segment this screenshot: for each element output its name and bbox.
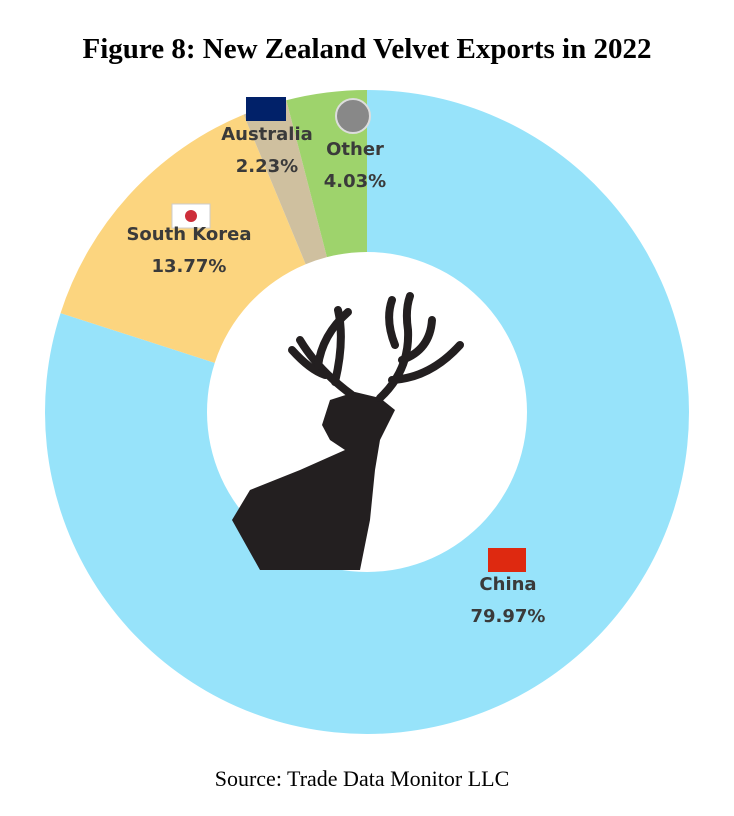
donut-slice	[44, 90, 690, 734]
other-flag	[335, 98, 371, 134]
source: Source: Trade Data Monitor LLC	[215, 766, 510, 791]
slice-label: Australia	[221, 124, 313, 145]
donut-slice	[243, 100, 327, 265]
korea-flag-emblem	[185, 210, 197, 222]
deer-silhouette	[232, 292, 464, 570]
chart-title: Figure 8: New Zealand Velvet Exports in …	[83, 33, 652, 65]
china-flag	[488, 548, 526, 572]
slice-label: South Korea	[126, 224, 251, 245]
donut-slice	[60, 114, 306, 363]
value-label: 4.03%	[324, 171, 386, 192]
flags	[171, 97, 526, 572]
value-label: 13.77%	[152, 256, 227, 277]
value-label: 2.23%	[236, 156, 298, 177]
slice-label: China	[479, 574, 536, 595]
slice-label: Other	[326, 139, 384, 160]
australia-flag	[246, 97, 286, 121]
value-label: 79.97%	[471, 606, 546, 627]
